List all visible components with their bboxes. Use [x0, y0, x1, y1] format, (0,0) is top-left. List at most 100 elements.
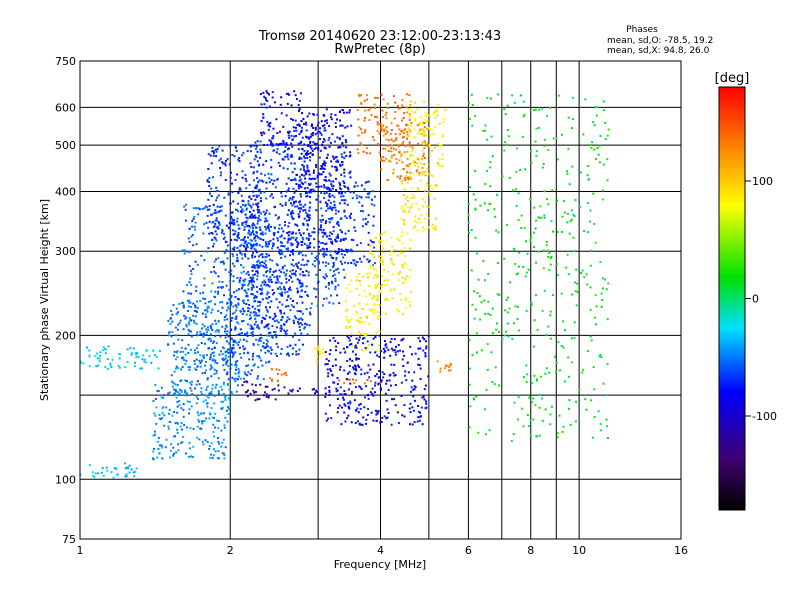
- data-point: [249, 324, 252, 327]
- data-point: [232, 200, 235, 203]
- data-point: [517, 218, 520, 221]
- data-point: [287, 132, 290, 135]
- data-point: [319, 268, 322, 271]
- data-point: [253, 314, 256, 317]
- data-point: [300, 140, 303, 143]
- data-point: [205, 328, 208, 331]
- data-point: [297, 187, 300, 190]
- data-point: [200, 427, 203, 430]
- data-point: [257, 209, 260, 212]
- data-point: [190, 283, 193, 286]
- data-point: [260, 284, 263, 287]
- data-point: [467, 221, 470, 224]
- data-point: [217, 377, 220, 380]
- data-point: [281, 204, 284, 207]
- data-point: [390, 259, 393, 262]
- data-point: [173, 354, 176, 357]
- data-point: [263, 266, 266, 269]
- data-point: [292, 236, 295, 239]
- data-point: [215, 258, 218, 261]
- data-point: [302, 274, 305, 277]
- data-point: [300, 131, 303, 134]
- data-point: [479, 318, 482, 321]
- data-point: [252, 243, 255, 246]
- data-point: [243, 280, 246, 283]
- data-point: [525, 309, 528, 312]
- data-point: [253, 243, 256, 246]
- data-point: [399, 292, 402, 295]
- data-point: [273, 387, 276, 390]
- data-point: [345, 318, 348, 321]
- data-point: [484, 183, 487, 186]
- data-point: [384, 132, 387, 135]
- data-point: [409, 162, 412, 165]
- data-point: [278, 251, 281, 254]
- data-point: [275, 336, 278, 339]
- data-point: [344, 199, 347, 202]
- data-point: [256, 234, 259, 237]
- data-point: [225, 249, 228, 252]
- data-point: [412, 388, 415, 391]
- data-point: [359, 210, 362, 213]
- data-point: [417, 165, 420, 168]
- data-point: [187, 300, 190, 303]
- data-point: [283, 245, 286, 248]
- data-point: [139, 367, 142, 370]
- data-point: [175, 451, 178, 454]
- data-point: [468, 231, 471, 234]
- data-point: [282, 323, 285, 326]
- data-point: [193, 319, 196, 322]
- data-point: [182, 415, 185, 418]
- data-point: [104, 352, 107, 355]
- data-point: [411, 146, 414, 149]
- data-point: [254, 249, 257, 252]
- data-point: [223, 330, 226, 333]
- data-point: [185, 359, 188, 362]
- data-point: [306, 186, 309, 189]
- data-point: [252, 284, 255, 287]
- data-point: [346, 250, 349, 253]
- data-point: [246, 381, 249, 384]
- data-point: [265, 255, 268, 258]
- data-point: [381, 371, 384, 374]
- data-point: [386, 130, 389, 133]
- data-point: [283, 271, 286, 274]
- data-point: [390, 156, 393, 159]
- data-point: [232, 305, 235, 308]
- data-point: [173, 350, 176, 353]
- data-point: [361, 225, 364, 228]
- data-point: [211, 328, 214, 331]
- data-point: [403, 247, 406, 250]
- data-point: [269, 331, 272, 334]
- data-point: [378, 274, 381, 277]
- data-point: [328, 389, 331, 392]
- data-point: [255, 156, 258, 159]
- data-point: [199, 362, 202, 365]
- data-point: [366, 414, 369, 417]
- data-point: [337, 284, 340, 287]
- data-point: [176, 350, 179, 353]
- data-point: [593, 124, 596, 127]
- data-point: [194, 260, 197, 263]
- data-point: [295, 97, 298, 100]
- data-point: [535, 150, 538, 153]
- data-point: [371, 198, 374, 201]
- data-point: [132, 471, 135, 474]
- data-point: [307, 271, 310, 274]
- data-point: [286, 319, 289, 322]
- data-point: [306, 228, 309, 231]
- data-point: [255, 270, 258, 273]
- data-point: [372, 419, 375, 422]
- data-point: [177, 311, 180, 314]
- data-point: [423, 126, 426, 129]
- data-point: [252, 280, 255, 283]
- data-point: [387, 348, 390, 351]
- data-point: [225, 360, 228, 363]
- data-point: [191, 220, 194, 223]
- data-point: [403, 354, 406, 357]
- data-point: [174, 435, 177, 438]
- data-point: [291, 388, 294, 391]
- data-point: [297, 110, 300, 113]
- data-point: [207, 226, 210, 229]
- data-point: [278, 153, 281, 156]
